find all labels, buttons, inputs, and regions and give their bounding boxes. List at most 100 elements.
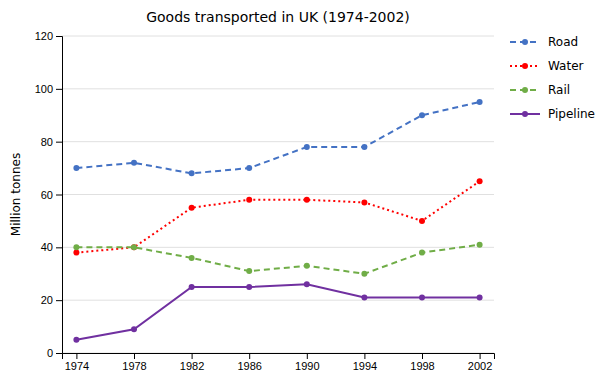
tick: 1986	[237, 353, 261, 372]
point	[304, 197, 310, 203]
grid-line	[62, 88, 494, 89]
legend-marker	[522, 39, 528, 45]
legend-marker	[522, 63, 528, 69]
tick: 1974	[65, 353, 89, 372]
tick-label: 100	[35, 83, 53, 95]
legend-marker	[522, 111, 528, 117]
tick-mark	[56, 89, 62, 90]
legend-marker	[522, 87, 528, 93]
point	[419, 295, 425, 301]
tick: 1994	[353, 353, 377, 372]
legend-label: Water	[548, 59, 584, 73]
tick-mark	[56, 36, 62, 37]
series-line	[76, 284, 479, 339]
point	[73, 250, 79, 256]
tick-mark	[56, 195, 62, 196]
point	[246, 197, 252, 203]
point	[246, 268, 252, 274]
axis-line	[63, 354, 495, 360]
tick-label: 1982	[180, 360, 204, 372]
legend: Road Water Rail Pipeline	[510, 35, 595, 121]
tick-mark	[364, 353, 365, 359]
tick: 80	[41, 136, 62, 148]
point	[131, 326, 137, 332]
point	[304, 263, 310, 269]
tick: 1982	[180, 353, 204, 372]
series-line	[76, 102, 479, 173]
tick-label: 0	[47, 347, 53, 359]
point	[419, 112, 425, 118]
tick: 1990	[295, 353, 319, 372]
tick-label: 1994	[353, 360, 377, 372]
grid-line	[62, 194, 494, 195]
point	[361, 271, 367, 277]
point	[189, 205, 195, 211]
point	[73, 244, 79, 250]
point	[361, 144, 367, 150]
axis-line	[56, 37, 63, 354]
point	[131, 160, 137, 166]
legend-label: Pipeline	[548, 107, 595, 121]
tick-mark	[56, 247, 62, 248]
legend-item: Rail	[510, 83, 570, 97]
tick-mark	[307, 353, 308, 359]
point	[361, 295, 367, 301]
legend-item: Pipeline	[510, 107, 595, 121]
tick-label: 80	[41, 136, 53, 148]
legend-label: Rail	[548, 83, 570, 97]
grid	[62, 36, 494, 353]
tick: 1978	[122, 353, 146, 372]
legend-item: Water	[510, 59, 584, 73]
tick-mark	[134, 353, 135, 359]
tick: 20	[41, 294, 62, 306]
tick: 1998	[410, 353, 434, 372]
point	[477, 295, 483, 301]
point	[246, 284, 252, 290]
legend-item: Road	[510, 35, 578, 49]
point	[419, 250, 425, 256]
tick-mark	[480, 353, 481, 359]
tick-label: 2002	[468, 360, 492, 372]
tick: 120	[35, 30, 62, 42]
legend-label: Road	[548, 35, 578, 49]
tick-mark	[249, 353, 250, 359]
title: Goods transported in UK (1974-2002)	[146, 9, 410, 25]
series-line	[76, 245, 479, 274]
point	[131, 244, 137, 250]
tick-mark	[192, 353, 193, 359]
point	[189, 255, 195, 261]
point	[189, 284, 195, 290]
y-axis-title: Million tonnes	[9, 153, 23, 236]
chart: 1974 1978 1982 1986 1990 1994 1998 2002 0 20 40 60 8…	[0, 0, 614, 389]
tick: 0	[47, 347, 62, 359]
tick-label: 60	[41, 189, 53, 201]
point	[73, 337, 79, 343]
x-axis: 1974 1978 1982 1986 1990 1994 1998 2002	[63, 353, 495, 372]
point	[477, 242, 483, 248]
point	[131, 244, 137, 250]
grid-line	[62, 300, 494, 301]
tick-mark	[422, 353, 423, 359]
point	[477, 99, 483, 105]
tick-label: 40	[41, 241, 53, 253]
point	[361, 199, 367, 205]
tick: 40	[41, 241, 62, 253]
tick-label: 120	[35, 30, 53, 42]
tick: 60	[41, 189, 62, 201]
tick-mark	[56, 353, 62, 354]
grid-line	[62, 141, 494, 142]
tick: 100	[35, 83, 62, 95]
point	[304, 281, 310, 287]
point	[246, 165, 252, 171]
point	[419, 218, 425, 224]
tick: 2002	[468, 353, 492, 372]
series-line	[76, 181, 479, 252]
grid-line	[62, 36, 494, 37]
tick-label: 1974	[65, 360, 89, 372]
tick-label: 1986	[237, 360, 261, 372]
tick-label: 1990	[295, 360, 319, 372]
tick-label: 1978	[122, 360, 146, 372]
y-axis: 0 20 40 60 80 100 120	[35, 30, 63, 359]
point	[477, 178, 483, 184]
plot: 1974 1978 1982 1986 1990 1994 1998 2002 0 20 40 60 8…	[35, 30, 495, 372]
